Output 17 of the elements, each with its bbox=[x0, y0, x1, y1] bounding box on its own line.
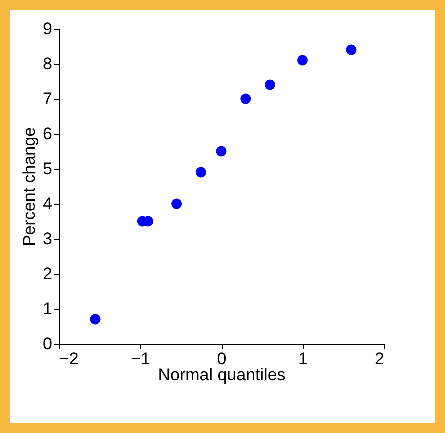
y-tick-label: 2 bbox=[43, 264, 52, 284]
x-tick-label: 1 bbox=[298, 350, 308, 368]
x-tick-label: 0 bbox=[217, 350, 227, 368]
y-tick-label: 4 bbox=[43, 194, 52, 214]
x-tick-label: −2 bbox=[60, 350, 79, 368]
y-tick-label: 9 bbox=[43, 20, 52, 38]
y-axis-title: Percent change bbox=[20, 127, 40, 247]
x-tick-label: 2 bbox=[375, 350, 384, 368]
x-tick-label: −1 bbox=[131, 350, 150, 368]
y-tick-label: 6 bbox=[43, 124, 52, 144]
y-tick-label: 0 bbox=[43, 334, 52, 354]
y-tick-label: 1 bbox=[43, 300, 52, 318]
y-tick-label: 7 bbox=[43, 90, 52, 108]
y-tick-label: 3 bbox=[43, 230, 52, 248]
x-axis-title: Normal quantiles bbox=[158, 366, 286, 384]
y-tick-label: 5 bbox=[43, 160, 52, 178]
y-tick-label: 8 bbox=[43, 54, 52, 74]
